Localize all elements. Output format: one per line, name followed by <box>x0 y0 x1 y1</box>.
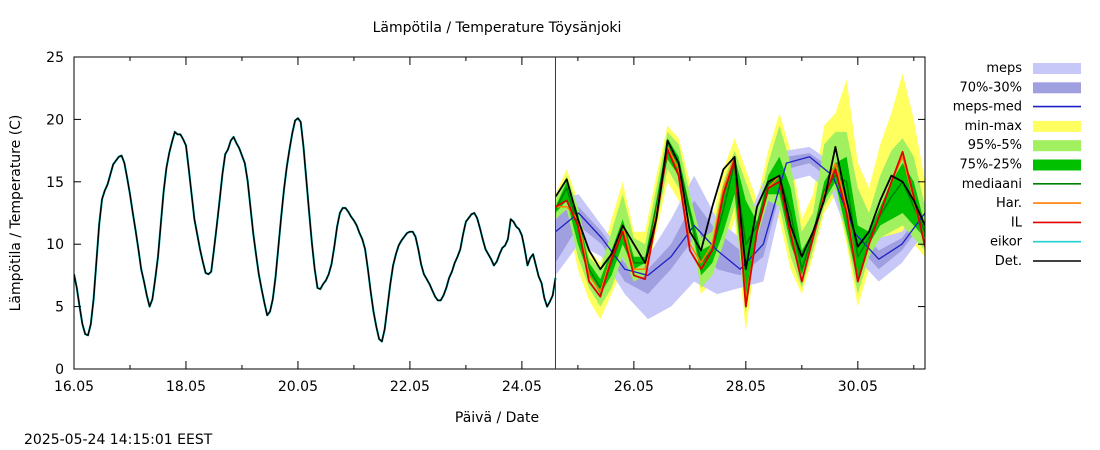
legend-swatch <box>1033 82 1081 94</box>
y-axis: 0 5 10 15 20 25 <box>46 50 925 378</box>
timestamp: 2025-05-24 14:15:01 EEST <box>24 432 213 448</box>
legend-label: 75%-25% <box>960 158 1022 173</box>
series-observed <box>74 117 557 343</box>
legend-label: mediaani <box>962 177 1022 192</box>
y-tick-label: 20 <box>46 112 64 128</box>
legend-swatch <box>1033 140 1081 152</box>
series-il <box>555 148 925 308</box>
plot-frame <box>73 56 926 370</box>
x-tick-label: 24.05 <box>502 379 542 395</box>
legend-label: meps-med <box>953 100 1022 115</box>
series-meps-med <box>555 156 925 277</box>
series-lines <box>74 117 925 343</box>
legend-label: min-max <box>964 119 1022 134</box>
y-tick-label: 0 <box>55 362 64 378</box>
legend-label: eikor <box>990 235 1023 250</box>
x-tick-label: 18.05 <box>166 379 206 395</box>
y-axis-label: Lämpötila / Temperature (C) <box>8 115 24 312</box>
legend-label: IL <box>1011 215 1023 230</box>
x-tick-label: 22.05 <box>390 379 430 395</box>
y-tick-label: 5 <box>55 300 64 316</box>
legend: meps 70%-30% meps-med min-max 95%-5% 75%-25% m… <box>953 61 1081 269</box>
legend-label: Har. <box>996 196 1022 211</box>
x-tick-label: 16.05 <box>54 379 94 395</box>
x-axis: 16.05 18.05 20.05 22.05 24.05 26.05 28.05 30.05 <box>54 57 915 395</box>
y-tick-label: 25 <box>46 50 64 66</box>
legend-label: 70%-30% <box>960 80 1022 95</box>
legend-label: Det. <box>995 254 1022 269</box>
legend-swatch <box>1033 159 1081 171</box>
legend-label: meps <box>986 61 1022 76</box>
legend-label: 95%-5% <box>968 138 1022 153</box>
x-tick-label: 20.05 <box>278 379 318 395</box>
legend-swatch <box>1033 63 1081 74</box>
chart-title: Lämpötila / Temperature Töysänjoki <box>373 20 622 36</box>
y-tick-label: 15 <box>46 175 64 191</box>
x-tick-label: 28.05 <box>726 379 766 395</box>
y-tick-label: 10 <box>46 237 64 253</box>
x-axis-label: Päivä / Date <box>455 410 539 426</box>
series-det <box>554 139 925 271</box>
x-tick-label: 26.05 <box>614 379 654 395</box>
series-eikor-observed <box>74 117 557 343</box>
legend-swatch <box>1033 120 1081 132</box>
x-tick-label: 30.05 <box>838 379 878 395</box>
